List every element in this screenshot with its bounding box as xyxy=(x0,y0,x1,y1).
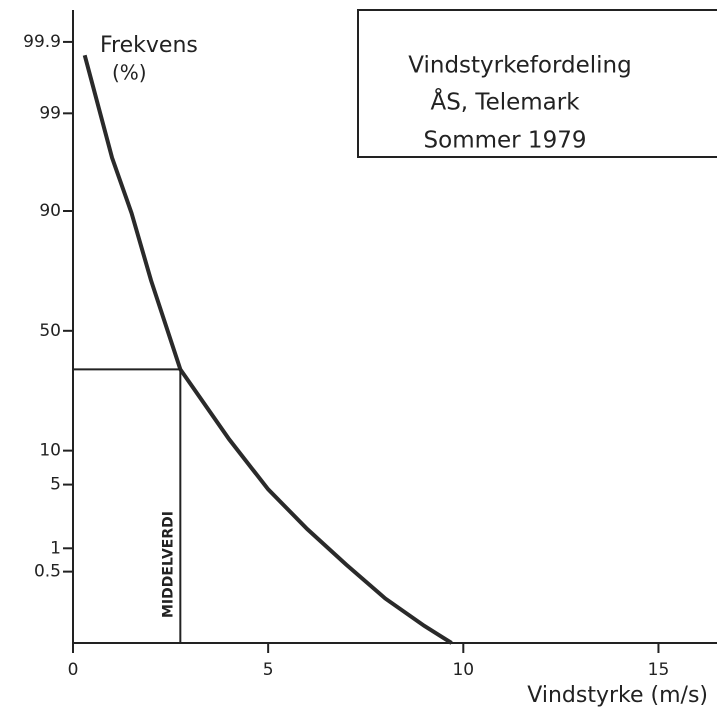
y-axis-label: Frekvens xyxy=(100,33,198,58)
x-axis-label: Vindstyrke (m/s) xyxy=(527,683,708,708)
y-tick-label: 1 xyxy=(50,538,61,558)
y-tick-label: 0.5 xyxy=(34,562,61,582)
y-tick-label: 5 xyxy=(50,475,61,495)
curve xyxy=(82,54,453,645)
y-tick-label: 99.9 xyxy=(23,32,61,52)
chart-title: ÅS, Telemark xyxy=(430,88,580,116)
x-tick-label: 15 xyxy=(648,660,670,680)
y-axis-label: (%) xyxy=(112,61,147,85)
x-tick-label: 5 xyxy=(263,660,274,680)
x-tick-label: 0 xyxy=(68,660,79,680)
y-tick-label: 50 xyxy=(39,321,61,341)
y-tick-label: 90 xyxy=(39,201,61,221)
chart-title: Sommer 1979 xyxy=(424,128,587,154)
y-tick-label: 99 xyxy=(39,103,61,123)
x-tick-label: 10 xyxy=(452,660,474,680)
y-tick-label: 10 xyxy=(39,441,61,461)
chart-title: Vindstyrkefordeling xyxy=(408,53,631,79)
mean-label: MIDDELVERDI xyxy=(160,511,176,618)
title-box xyxy=(357,9,717,158)
